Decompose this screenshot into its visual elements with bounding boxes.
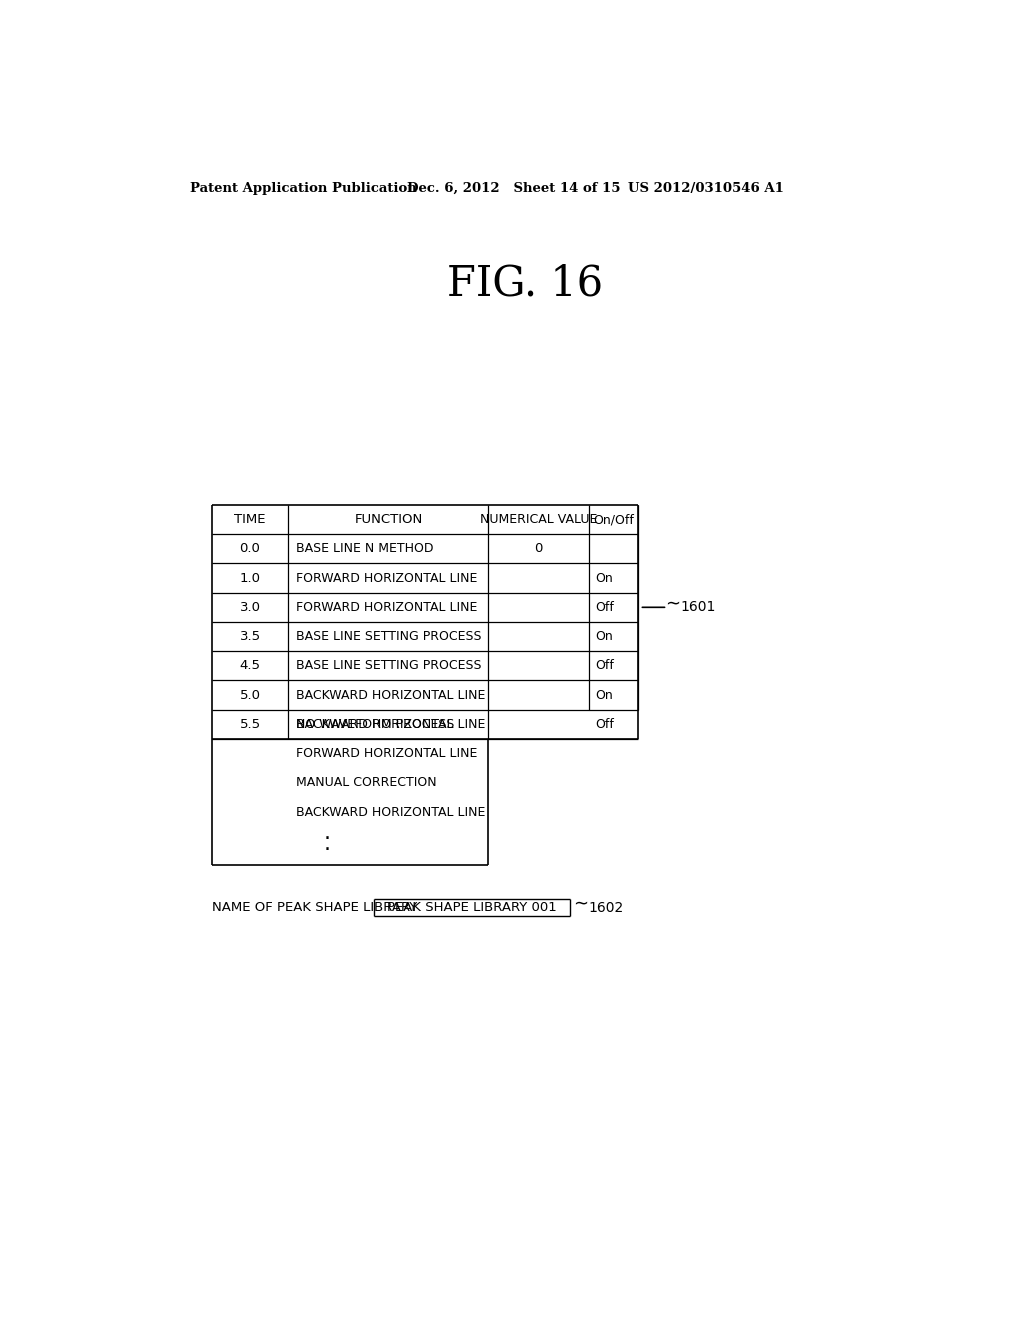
Text: BACKWARD HORIZONTAL LINE: BACKWARD HORIZONTAL LINE [296,805,485,818]
Text: 0: 0 [535,543,543,556]
Text: NAME OF PEAK SHAPE LIBRARY: NAME OF PEAK SHAPE LIBRARY [212,902,417,915]
Text: PEAK SHAPE LIBRARY 001: PEAK SHAPE LIBRARY 001 [387,902,557,915]
Text: .: . [324,834,331,854]
Text: ∼: ∼ [572,895,588,913]
Text: NUMERICAL VALUE: NUMERICAL VALUE [480,513,597,527]
Text: 1602: 1602 [589,900,624,915]
Text: BASE LINE SETTING PROCESS: BASE LINE SETTING PROCESS [296,659,481,672]
Text: 1601: 1601 [681,601,716,614]
Text: Off: Off [595,601,614,614]
Text: On: On [595,630,613,643]
Text: TIME: TIME [234,513,266,527]
Text: FORWARD HORIZONTAL LINE: FORWARD HORIZONTAL LINE [296,572,477,585]
Text: MANUAL CORRECTION: MANUAL CORRECTION [296,776,437,789]
Text: 3.0: 3.0 [240,601,260,614]
Text: 5.0: 5.0 [240,689,260,702]
Text: On: On [595,572,613,585]
Text: BASE LINE N METHOD: BASE LINE N METHOD [296,543,434,556]
Text: FIG. 16: FIG. 16 [446,263,603,305]
Text: BACKWARD HORIZONTAL LINE: BACKWARD HORIZONTAL LINE [296,689,485,702]
Text: US 2012/0310546 A1: US 2012/0310546 A1 [628,182,783,194]
Text: On: On [595,689,613,702]
Text: 0.0: 0.0 [240,543,260,556]
Text: NO WAVEFORM PROCESS: NO WAVEFORM PROCESS [296,718,455,731]
Text: 1.0: 1.0 [240,572,260,585]
Text: Off: Off [595,718,614,731]
Text: 3.5: 3.5 [240,630,261,643]
Text: FUNCTION: FUNCTION [354,513,423,527]
Text: On/Off: On/Off [593,513,634,527]
Text: .: . [324,822,331,843]
Text: FORWARD HORIZONTAL LINE: FORWARD HORIZONTAL LINE [296,747,477,760]
Text: 4.5: 4.5 [240,659,260,672]
Text: Patent Application Publication: Patent Application Publication [190,182,417,194]
Text: FORWARD HORIZONTAL LINE: FORWARD HORIZONTAL LINE [296,601,477,614]
Text: Off: Off [595,659,614,672]
Text: 5.5: 5.5 [240,718,261,731]
Text: ∼: ∼ [665,595,680,614]
Text: BACKWARD HORIZONTAL LINE: BACKWARD HORIZONTAL LINE [296,718,485,731]
Text: BASE LINE SETTING PROCESS: BASE LINE SETTING PROCESS [296,630,481,643]
Text: Dec. 6, 2012   Sheet 14 of 15: Dec. 6, 2012 Sheet 14 of 15 [407,182,621,194]
